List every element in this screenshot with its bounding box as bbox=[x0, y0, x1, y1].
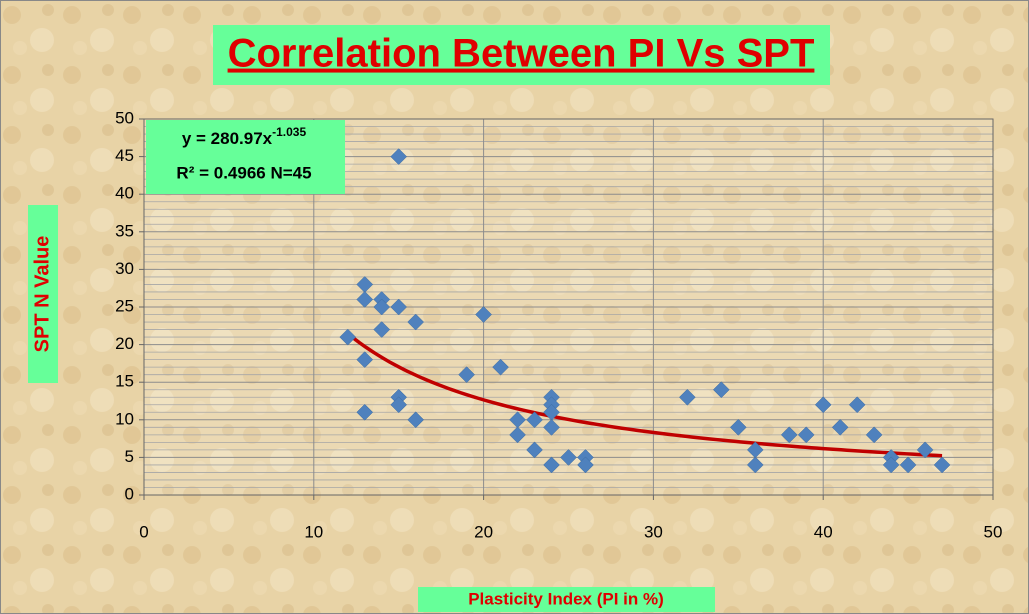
y-tick-label: 35 bbox=[115, 221, 134, 240]
point bbox=[373, 321, 391, 338]
point bbox=[390, 148, 408, 165]
point bbox=[475, 306, 492, 323]
x-tick-label: 40 bbox=[814, 522, 833, 541]
point bbox=[526, 441, 543, 459]
point bbox=[339, 328, 357, 346]
y-tick-label: 25 bbox=[115, 296, 134, 315]
y-label-box bbox=[28, 205, 58, 383]
point bbox=[543, 418, 560, 436]
x-tick-label: 50 bbox=[984, 522, 1003, 541]
point bbox=[407, 313, 425, 331]
y-tick-label: 40 bbox=[115, 184, 134, 203]
equation-exponent: -1.035 bbox=[272, 125, 306, 139]
point bbox=[831, 418, 849, 436]
y-tick-label: 10 bbox=[115, 409, 134, 428]
point bbox=[356, 351, 374, 368]
point bbox=[526, 411, 543, 429]
equation-box bbox=[146, 120, 345, 194]
point bbox=[865, 426, 883, 444]
point bbox=[356, 291, 374, 308]
x-label-box bbox=[418, 587, 715, 612]
point bbox=[899, 456, 917, 474]
point bbox=[560, 449, 577, 466]
point bbox=[373, 298, 391, 316]
y-tick-label: 0 bbox=[125, 484, 134, 503]
y-tick-label: 30 bbox=[115, 259, 134, 278]
point bbox=[577, 456, 594, 474]
y-tick-label: 15 bbox=[115, 372, 134, 391]
y-tick-label: 20 bbox=[115, 334, 134, 353]
point bbox=[390, 396, 408, 414]
point bbox=[390, 298, 408, 316]
title-box bbox=[213, 25, 830, 85]
point bbox=[543, 456, 560, 474]
y-axis-label: SPT N Value bbox=[31, 236, 53, 353]
point bbox=[780, 426, 798, 444]
point bbox=[746, 456, 764, 474]
point bbox=[407, 411, 425, 429]
point bbox=[492, 358, 509, 376]
point bbox=[458, 366, 475, 384]
y-tick-label: 5 bbox=[125, 447, 134, 466]
x-tick-label: 30 bbox=[644, 522, 663, 541]
x-tick-label: 20 bbox=[474, 522, 493, 541]
point bbox=[916, 441, 934, 459]
point bbox=[712, 381, 730, 399]
x-axis-label: Plasticity Index (PI in %) bbox=[468, 589, 664, 608]
plot-border bbox=[143, 118, 994, 496]
y-tick-label: 45 bbox=[115, 146, 134, 165]
point bbox=[729, 418, 747, 436]
point bbox=[797, 426, 815, 444]
y-tick-label: 50 bbox=[115, 108, 134, 127]
chart-title: Correlation Between PI Vs SPT bbox=[228, 32, 815, 76]
equation: y = 280.97x-1.035 bbox=[182, 125, 307, 148]
point bbox=[509, 426, 526, 444]
r-squared: R² = 0.4966 N=45 bbox=[176, 163, 311, 182]
point bbox=[882, 456, 900, 474]
point bbox=[933, 456, 951, 474]
x-tick-label: 10 bbox=[304, 522, 323, 541]
x-tick-label: 0 bbox=[139, 522, 148, 541]
point bbox=[814, 396, 832, 414]
trendline bbox=[346, 332, 943, 458]
point bbox=[356, 403, 374, 421]
equation-text: y = 280.97x bbox=[182, 129, 273, 148]
point bbox=[848, 396, 866, 414]
point bbox=[679, 388, 696, 406]
